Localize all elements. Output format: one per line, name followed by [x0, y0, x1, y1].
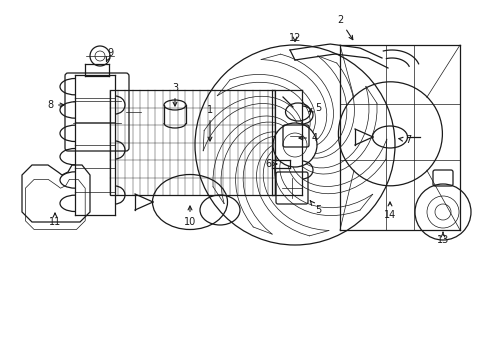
Text: 7: 7 [399, 135, 411, 145]
Text: 4: 4 [299, 133, 318, 143]
Text: 3: 3 [172, 83, 178, 106]
Text: 5: 5 [309, 103, 321, 113]
Text: 8: 8 [47, 100, 64, 110]
Text: 11: 11 [49, 213, 61, 227]
Text: 5: 5 [310, 201, 321, 215]
Text: 14: 14 [384, 202, 396, 220]
Text: 13: 13 [437, 232, 449, 245]
Text: 2: 2 [337, 15, 353, 40]
Text: 10: 10 [184, 206, 196, 227]
Text: 12: 12 [289, 33, 301, 43]
Text: 1: 1 [207, 105, 213, 141]
Text: 9: 9 [106, 48, 113, 61]
Text: 6: 6 [265, 159, 277, 169]
